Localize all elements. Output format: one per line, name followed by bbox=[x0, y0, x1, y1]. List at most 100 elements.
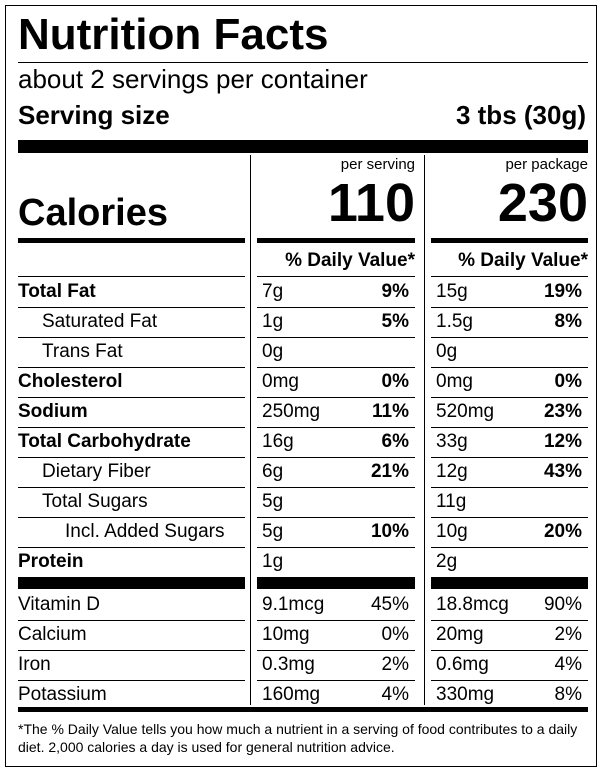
rule bbox=[257, 337, 415, 338]
daily-value: 45% bbox=[370, 594, 409, 615]
rule bbox=[18, 427, 245, 428]
rule bbox=[18, 276, 245, 277]
amount: 1g bbox=[262, 311, 284, 332]
rule bbox=[257, 397, 415, 398]
nutrient-name: Total Sugars bbox=[42, 491, 148, 512]
daily-value: 12% bbox=[543, 431, 582, 452]
amount: 0g bbox=[262, 341, 284, 362]
rule bbox=[18, 337, 245, 338]
rule bbox=[431, 367, 588, 368]
daily-value: 4% bbox=[381, 684, 409, 705]
rule bbox=[18, 307, 245, 308]
nutrient-name: Incl. Added Sugars bbox=[65, 521, 225, 542]
rule bbox=[257, 487, 415, 488]
daily-value: 2% bbox=[381, 654, 409, 675]
thick-rule bbox=[257, 238, 415, 243]
amount: 330mg bbox=[436, 684, 495, 705]
nutrient-name: Dietary Fiber bbox=[42, 461, 151, 482]
amount: 10mg bbox=[262, 624, 310, 645]
rule bbox=[431, 457, 588, 458]
amount: 0mg bbox=[262, 371, 299, 392]
rule bbox=[18, 547, 245, 548]
rule bbox=[431, 427, 588, 428]
nutrition-label bbox=[5, 5, 597, 767]
daily-value: 0% bbox=[381, 371, 409, 392]
rule bbox=[257, 367, 415, 368]
column-header: per package bbox=[505, 156, 588, 173]
amount: 1g bbox=[262, 551, 284, 572]
thick-rule bbox=[431, 577, 588, 589]
amount: 520mg bbox=[436, 401, 495, 422]
nutrient-name: Total Carbohydrate bbox=[18, 431, 191, 452]
amount: 0.3mg bbox=[262, 654, 315, 675]
calories-value: 230 bbox=[497, 173, 588, 233]
rule bbox=[18, 397, 245, 398]
rule bbox=[257, 650, 415, 651]
serving-size-label: Serving size bbox=[18, 100, 170, 130]
rule bbox=[431, 650, 588, 651]
rule bbox=[431, 276, 588, 277]
calories-label: Calories bbox=[18, 192, 168, 234]
rule bbox=[18, 517, 245, 518]
nutrient-name: Vitamin D bbox=[18, 594, 101, 615]
daily-value: 90% bbox=[543, 594, 582, 615]
rule bbox=[18, 680, 245, 681]
nutrient-name: Saturated Fat bbox=[42, 311, 158, 332]
daily-value: 8% bbox=[554, 311, 582, 332]
rule bbox=[257, 276, 415, 277]
nutrient-name: Calcium bbox=[18, 624, 87, 645]
amount: 20mg bbox=[436, 624, 484, 645]
rule bbox=[257, 517, 415, 518]
amount: 7g bbox=[262, 281, 284, 302]
column-header: per serving bbox=[340, 156, 415, 173]
amount: 0g bbox=[436, 341, 458, 362]
amount: 1.5g bbox=[436, 311, 473, 332]
daily-value: 19% bbox=[543, 281, 582, 302]
rule bbox=[18, 620, 245, 621]
amount: 0mg bbox=[436, 371, 473, 392]
daily-value: 43% bbox=[543, 461, 582, 482]
rule bbox=[431, 620, 588, 621]
thick-rule bbox=[18, 577, 245, 589]
amount: 160mg bbox=[262, 684, 321, 705]
daily-value: 9% bbox=[381, 281, 409, 302]
daily-value: 0% bbox=[381, 624, 409, 645]
nutrient-name: Sodium bbox=[18, 401, 88, 422]
footnote: *The % Daily Value tells you how much a … bbox=[18, 721, 578, 755]
column-divider bbox=[250, 155, 251, 705]
rule bbox=[257, 620, 415, 621]
amount: 5g bbox=[262, 491, 284, 512]
amount: 12g bbox=[436, 461, 468, 482]
rule bbox=[18, 650, 245, 651]
rule bbox=[431, 680, 588, 681]
rule bbox=[257, 427, 415, 428]
rule bbox=[431, 517, 588, 518]
nutrient-name: Trans Fat bbox=[42, 341, 123, 362]
column-divider bbox=[424, 155, 425, 705]
rule bbox=[257, 680, 415, 681]
amount: 5g bbox=[262, 521, 284, 542]
rule bbox=[257, 547, 415, 548]
rule bbox=[431, 487, 588, 488]
nutrient-name: Cholesterol bbox=[18, 371, 123, 392]
calories-value: 110 bbox=[327, 173, 415, 233]
dv-header: % Daily Value* bbox=[458, 250, 588, 271]
dv-header: % Daily Value* bbox=[285, 250, 415, 271]
daily-value: 20% bbox=[543, 521, 582, 542]
servings: about 2 servings per container bbox=[18, 64, 368, 94]
rule bbox=[431, 307, 588, 308]
amount: 16g bbox=[262, 431, 294, 452]
daily-value: 5% bbox=[381, 311, 409, 332]
amount: 6g bbox=[262, 461, 284, 482]
rule bbox=[18, 457, 245, 458]
daily-value: 6% bbox=[381, 431, 409, 452]
daily-value: 0% bbox=[554, 371, 582, 392]
amount: 250mg bbox=[262, 401, 321, 422]
nutrient-name: Potassium bbox=[18, 684, 107, 705]
thick-rule bbox=[18, 707, 588, 712]
nutrient-name: Iron bbox=[18, 654, 51, 675]
rule bbox=[257, 307, 415, 308]
amount: 10g bbox=[436, 521, 468, 542]
rule bbox=[431, 397, 588, 398]
thick-rule bbox=[18, 140, 588, 153]
